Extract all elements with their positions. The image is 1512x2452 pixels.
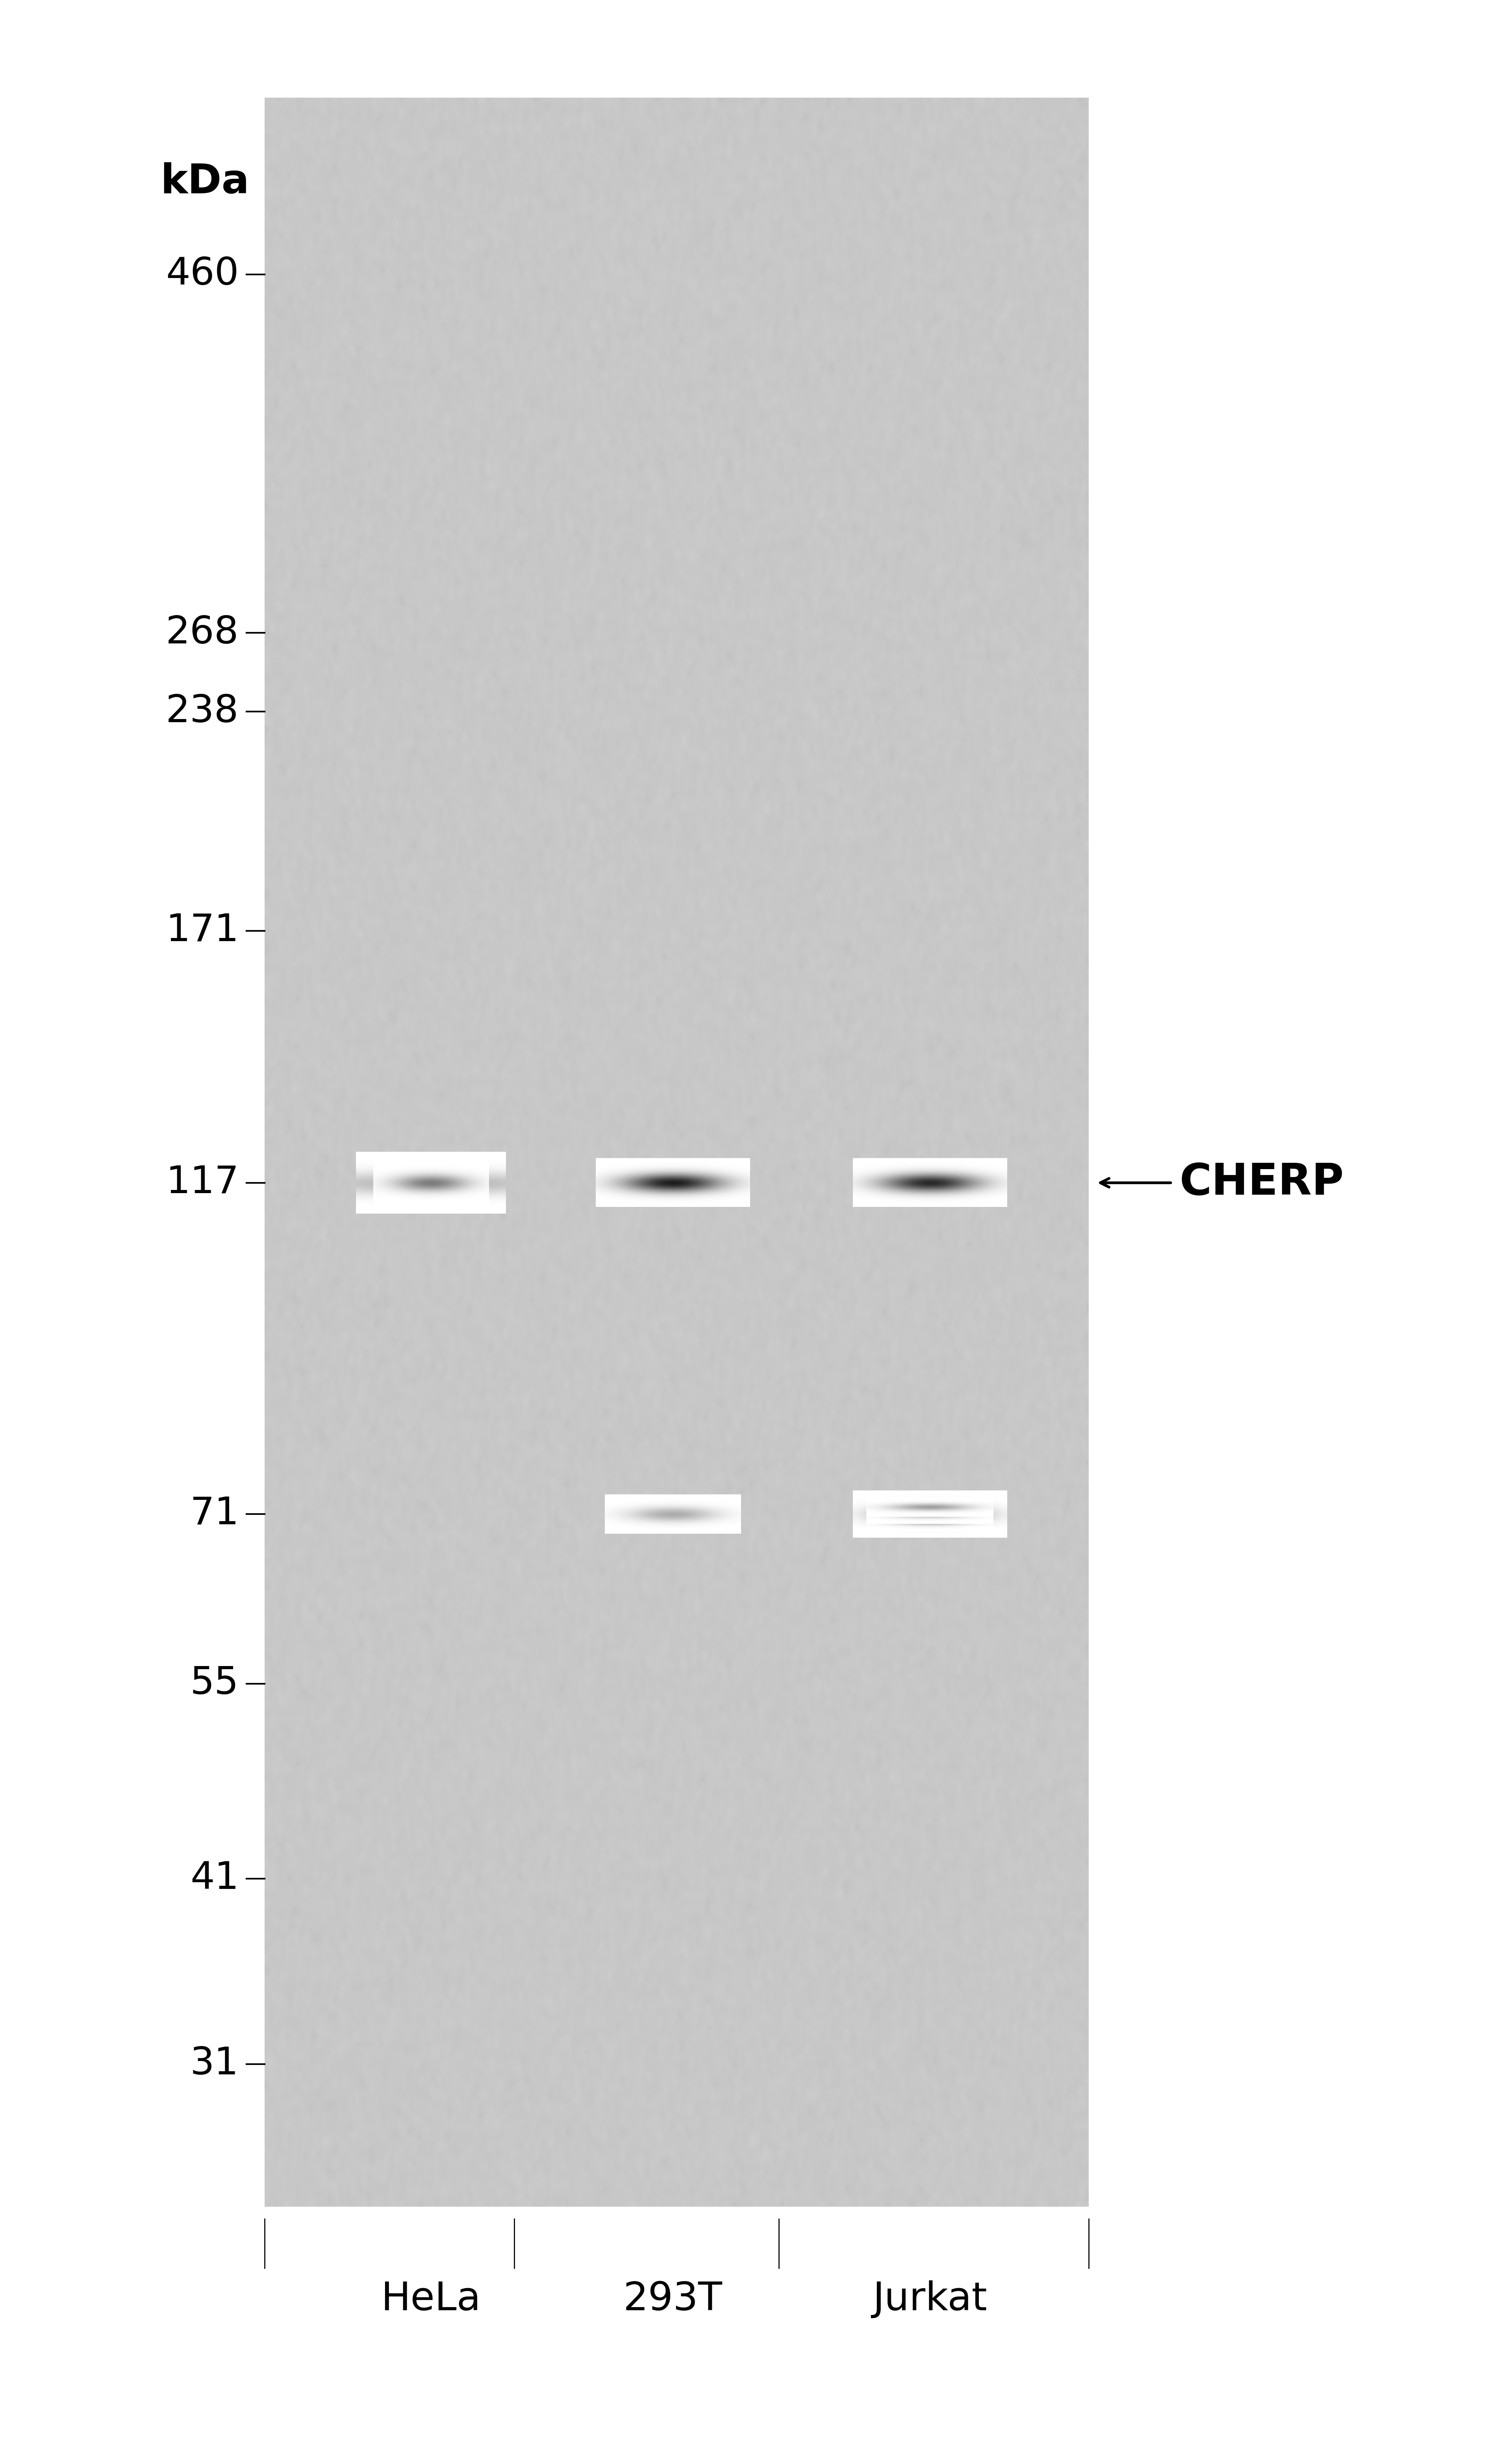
Text: 41: 41: [191, 1861, 239, 1898]
Text: 293T: 293T: [623, 2280, 723, 2320]
Text: 238: 238: [166, 694, 239, 731]
Text: 55: 55: [191, 1665, 239, 1702]
Text: 268: 268: [166, 615, 239, 652]
Text: 460: 460: [166, 255, 239, 292]
Text: 31: 31: [191, 2045, 239, 2082]
Text: kDa: kDa: [160, 162, 249, 201]
Text: 117: 117: [166, 1165, 239, 1201]
Text: CHERP: CHERP: [1179, 1162, 1344, 1204]
Bar: [265, 98, 1089, 2207]
Text: 171: 171: [166, 912, 239, 949]
Text: HeLa: HeLa: [381, 2280, 481, 2320]
Text: 71: 71: [191, 1496, 239, 1532]
Text: Jurkat: Jurkat: [872, 2280, 987, 2320]
